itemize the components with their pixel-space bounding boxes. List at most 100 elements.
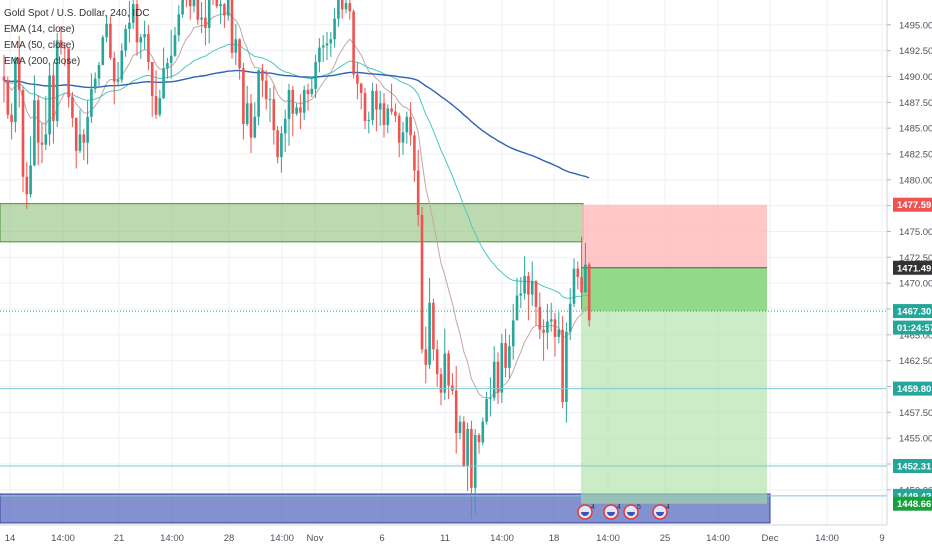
price-label-text: 1448.66 [897, 499, 931, 510]
candle-body [500, 343, 504, 393]
candle-body [409, 116, 412, 136]
candle-body [451, 385, 454, 391]
event-badge-flag [581, 512, 589, 516]
candle-body [268, 99, 272, 101]
price-tick-label: 1470.00 [899, 279, 932, 290]
candle-body [447, 353, 450, 386]
candle [204, 0, 207, 46]
candle-body [14, 57, 17, 122]
candle [375, 83, 378, 132]
candle-body [405, 116, 409, 133]
candle [557, 312, 561, 344]
price-label-tag: 1471.49 [893, 260, 932, 275]
candle [97, 62, 101, 88]
candle [530, 261, 534, 306]
candle [424, 326, 428, 384]
legend-ema50[interactable]: EMA (50, close) [4, 40, 75, 51]
price-label-bg [893, 320, 932, 335]
candle-body [348, 3, 352, 12]
price-axis[interactable]: 1495.00 1492.50 1490.00 1487.50 1485.00 1482.… [886, 0, 932, 550]
candle-body [82, 134, 86, 143]
candle [405, 111, 409, 144]
price-tick-label: 1472.50 [899, 253, 932, 264]
candle-body [93, 78, 97, 89]
price-label-bg [893, 304, 932, 319]
price-tick-label: 1485.00 [899, 124, 932, 135]
candle-body [386, 108, 390, 126]
candle-body [131, 4, 135, 23]
candle-body [44, 134, 48, 145]
candle-body [553, 319, 557, 337]
candle [466, 422, 469, 491]
candle-body [55, 40, 59, 121]
candle [25, 162, 29, 209]
candle [420, 206, 424, 354]
candle-body [363, 93, 367, 121]
candle [302, 85, 306, 120]
candle [340, 0, 344, 19]
candle [212, 0, 214, 6]
candle-body [234, 39, 238, 53]
candle [428, 278, 431, 369]
candle-body [443, 353, 447, 393]
candle-body [196, 0, 200, 20]
candle [287, 83, 291, 146]
candle [371, 82, 374, 126]
candle-body [424, 349, 428, 365]
candle-body [36, 100, 40, 143]
candle-body [143, 34, 146, 38]
candle-body [302, 89, 306, 113]
candle-body [63, 47, 67, 49]
candle-body [546, 321, 549, 333]
candle [314, 54, 317, 99]
candle [14, 56, 17, 133]
candle [44, 96, 48, 150]
time-axis[interactable]: 14 14:00 21 14:00 28 14:00 Nov 6 11 14:00 18 14:00 2… [0, 524, 932, 550]
candle [71, 91, 74, 128]
candle [344, 0, 348, 14]
candle-body [120, 50, 124, 80]
time-tick-label: 18 [549, 533, 560, 544]
candle-body [124, 28, 127, 51]
candle-body [428, 302, 431, 365]
candle [280, 126, 283, 173]
price-label-tag: 1467.30 [893, 304, 932, 319]
legend-ema200[interactable]: EMA (200, close) [4, 56, 81, 67]
candle-body [367, 119, 371, 121]
candle [33, 75, 36, 167]
candle [367, 111, 371, 134]
candle-body [192, 0, 196, 7]
candle [435, 340, 439, 387]
candle-body [435, 349, 439, 375]
candle [451, 373, 454, 395]
candle-body [52, 75, 55, 121]
candle [67, 47, 70, 108]
legend-ema14[interactable]: EMA (14, close) [4, 24, 75, 35]
candle [337, 0, 340, 27]
price-tick-label: 1457.50 [899, 408, 932, 419]
candle-body [2, 76, 6, 81]
candle [223, 3, 226, 28]
candle [268, 87, 272, 122]
candle [10, 103, 13, 140]
event-badge-flag [607, 512, 615, 516]
candle [63, 42, 67, 67]
candle-body [394, 111, 397, 116]
candle-body [340, 0, 344, 10]
candle [352, 9, 355, 79]
candle-body [390, 108, 393, 112]
candle-body [542, 329, 545, 333]
candle [52, 62, 55, 144]
candle-body [413, 135, 416, 171]
candle-body [561, 329, 564, 403]
candle [219, 0, 222, 24]
candle [527, 271, 530, 321]
candle-body [261, 70, 264, 81]
candle-body [359, 83, 363, 94]
candles-layer[interactable] [2, 0, 591, 519]
candle [572, 258, 576, 307]
candle [242, 63, 245, 140]
candle [101, 35, 105, 66]
time-axis-bg [0, 525, 932, 550]
